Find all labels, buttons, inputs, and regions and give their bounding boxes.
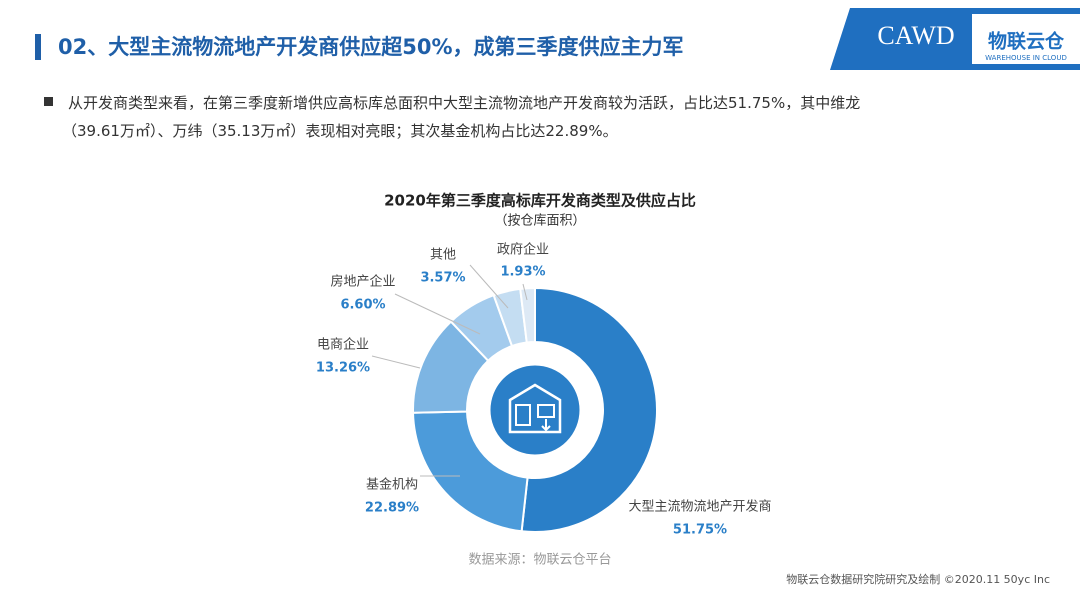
slice-label: 房地产企业 <box>330 274 395 290</box>
logo-panel <box>972 14 1080 64</box>
footer: 物联云仓数据研究院研究及绘制 ©2020.11 50yc Inc <box>786 572 1050 586</box>
slice-value: 1.93% <box>500 265 545 280</box>
leader-line <box>469 264 509 309</box>
bullet-square <box>44 97 53 106</box>
slice-label: 政府企业 <box>497 242 549 258</box>
slice-label: 电商企业 <box>317 337 369 353</box>
slice-value: 13.26% <box>316 361 370 376</box>
bullet-line: （39.61万㎡）、万纬（35.13万㎡）表现相对亮眼；其次基金机构占比达22.… <box>62 122 618 140</box>
slice-label: 其他 <box>430 248 456 263</box>
leader-line <box>371 355 421 369</box>
leader-line <box>394 293 481 335</box>
page-title: 02、大型主流物流地产开发商供应超50%，成第三季度供应主力军 <box>58 35 684 59</box>
donut-segment <box>412 410 529 533</box>
leader-line <box>522 283 528 301</box>
logo-cawd: CAWD <box>877 21 954 50</box>
logo-sub: WAREHOUSE IN CLOUD <box>985 54 1067 62</box>
slice-value: 6.60% <box>340 298 385 313</box>
bullet-line: 从开发商类型来看，在第三季度新增供应高标库总面积中大型主流物流地产开发商较为活跃… <box>68 94 861 112</box>
slice-label: 大型主流物流地产开发商 <box>628 499 771 515</box>
logo-text: 物联云仓 <box>988 30 1065 53</box>
source: 数据来源：物联云仓平台 <box>468 553 611 568</box>
donut-segment <box>520 286 658 533</box>
slice-value: 22.89% <box>365 501 419 516</box>
chart-subtitle: （按仓库面积） <box>494 213 585 229</box>
slice-value: 3.57% <box>420 271 465 286</box>
center-icon <box>487 362 583 458</box>
title-bar <box>35 34 41 60</box>
slice-label: 基金机构 <box>366 477 418 493</box>
donut-segment <box>519 286 536 344</box>
chart-title: 2020年第三季度高标库开发商类型及供应占比 <box>384 192 696 210</box>
slice-value: 51.75% <box>673 523 727 538</box>
